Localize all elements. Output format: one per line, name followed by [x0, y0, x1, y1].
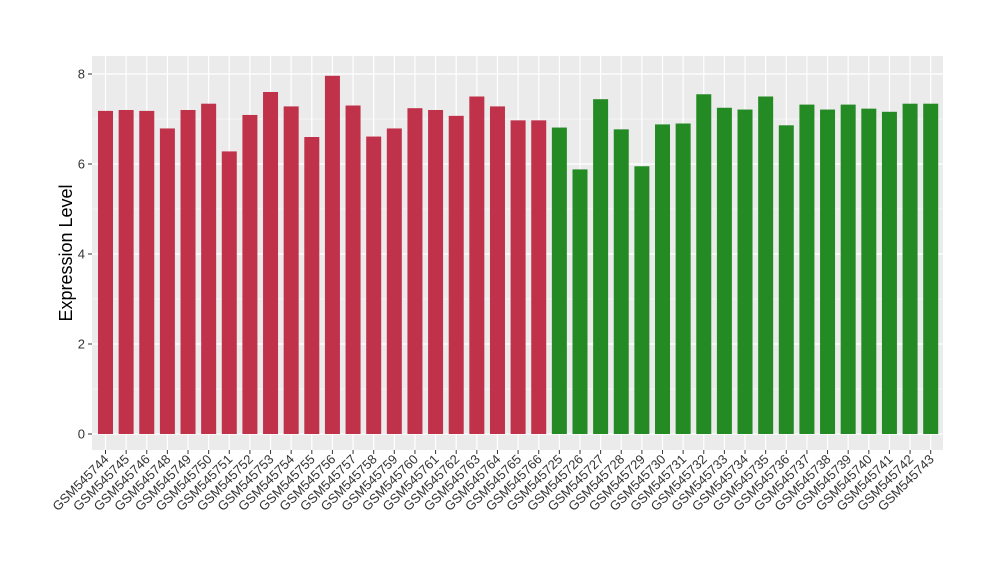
bar-GSM545765	[510, 120, 526, 434]
bar-GSM545763	[469, 96, 485, 434]
bar-GSM545730	[655, 124, 671, 435]
bar-GSM545726	[572, 169, 588, 434]
bar-GSM545764	[489, 106, 505, 435]
bar-GSM545754	[283, 106, 299, 435]
bar-GSM545736	[778, 125, 794, 435]
bar-GSM545734	[737, 109, 753, 435]
y-tick-label: 4	[78, 247, 85, 262]
bar-GSM545756	[324, 75, 340, 435]
bar-GSM545742	[902, 103, 918, 434]
bar-GSM545750	[201, 103, 217, 434]
bar-GSM545760	[407, 108, 423, 434]
x-axis: GSM545744GSM545745GSM545746GSM545748GSM5…	[49, 450, 937, 514]
y-tick-label: 2	[78, 337, 85, 352]
bar-GSM545761	[428, 110, 444, 434]
bar-GSM545738	[820, 109, 836, 435]
bar-GSM545741	[881, 111, 897, 435]
bar-GSM545725	[551, 127, 567, 435]
bar-GSM545751	[221, 151, 237, 434]
bar-GSM545739	[840, 104, 856, 434]
bar-GSM545746	[139, 110, 155, 435]
bar-GSM545731	[675, 123, 691, 434]
bar-GSM545744	[98, 110, 113, 435]
bars	[98, 75, 939, 435]
bar-GSM545728	[613, 129, 629, 434]
bar-GSM545759	[386, 128, 402, 434]
bar-GSM545762	[448, 115, 464, 434]
bar-GSM545729	[634, 166, 650, 434]
y-tick-label: 8	[78, 67, 85, 82]
y-axis: 0 2 4 6 8	[78, 67, 92, 442]
y-axis-title: Expression Level	[56, 184, 76, 321]
bar-GSM545735	[758, 96, 774, 434]
bar-GSM545748	[159, 128, 175, 434]
bar-GSM545758	[366, 136, 382, 435]
bar-GSM545732	[696, 94, 712, 434]
bar-GSM545752	[242, 114, 258, 434]
y-tick-label: 0	[78, 427, 85, 442]
bar-GSM545755	[304, 137, 320, 434]
bar-GSM545737	[799, 104, 815, 434]
y-tick-label: 6	[78, 157, 85, 172]
bar-GSM545727	[593, 99, 609, 434]
bar-GSM545740	[861, 108, 877, 435]
bar-GSM545745	[118, 110, 134, 434]
bar-GSM545749	[180, 110, 196, 434]
bar-GSM545733	[716, 107, 732, 434]
bar-GSM545753	[263, 92, 279, 434]
bar-GSM545743	[923, 103, 939, 434]
bar-GSM545757	[345, 105, 361, 434]
bar-GSM545766	[531, 120, 547, 434]
